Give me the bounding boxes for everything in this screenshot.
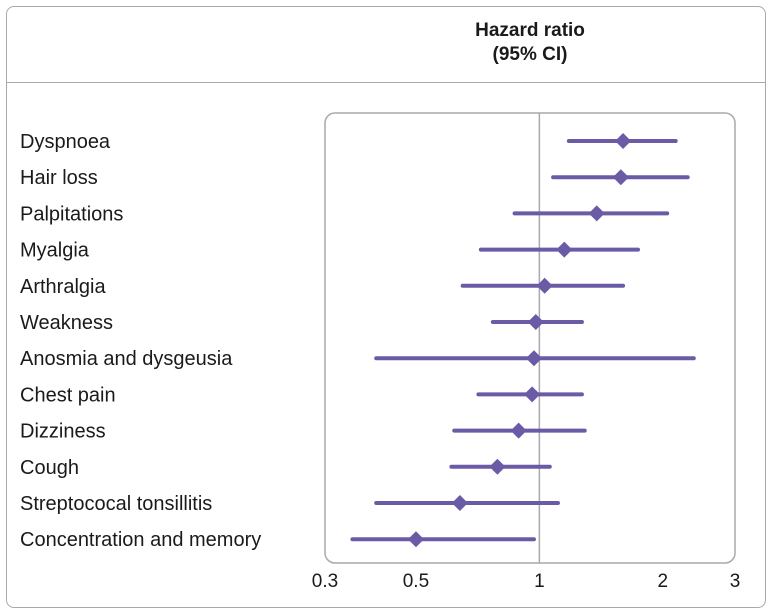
- x-tick-label: 0.3: [312, 571, 338, 592]
- figure-frame: [6, 6, 766, 608]
- row-label: Palpitations: [20, 203, 123, 225]
- row-label: Dyspnoea: [20, 131, 111, 153]
- x-tick-label: 2: [658, 571, 669, 592]
- hazard-ratio-marker: [536, 277, 553, 294]
- x-tick-label: 3: [730, 571, 741, 592]
- hazard-ratio-marker: [489, 458, 506, 475]
- hazard-ratio-marker: [588, 205, 605, 222]
- row-label: Myalgia: [20, 240, 90, 262]
- row-label: Chest pain: [20, 384, 116, 406]
- hazard-ratio-marker: [524, 386, 541, 403]
- hazard-ratio-marker: [510, 422, 527, 439]
- row-label: Weakness: [20, 312, 113, 334]
- hazard-ratio-marker: [612, 169, 629, 186]
- hazard-ratio-marker: [615, 133, 632, 149]
- plot-area: [324, 112, 736, 564]
- row-label: Arthralgia: [20, 276, 106, 298]
- row-label: Concentration and memory: [20, 529, 261, 551]
- hazard-ratio-marker: [407, 531, 424, 548]
- header-divider: [6, 82, 766, 83]
- x-tick-label: 0.5: [403, 571, 429, 592]
- row-label: Streptococal tonsillitis: [20, 493, 212, 515]
- header-ci: (95% CI): [492, 44, 568, 65]
- row-label: Cough: [20, 457, 79, 479]
- hazard-ratio-marker: [525, 350, 542, 367]
- hazard-ratio-marker: [527, 314, 544, 330]
- row-label: Dizziness: [20, 421, 106, 443]
- hazard-ratio-marker: [556, 241, 573, 258]
- header-hazard-ratio: Hazard ratio: [475, 20, 585, 41]
- hazard-ratio-marker: [451, 495, 468, 511]
- row-label: Anosmia and dysgeusia: [20, 348, 233, 370]
- row-label: Hair loss: [20, 167, 98, 189]
- x-tick-label: 1: [534, 571, 545, 592]
